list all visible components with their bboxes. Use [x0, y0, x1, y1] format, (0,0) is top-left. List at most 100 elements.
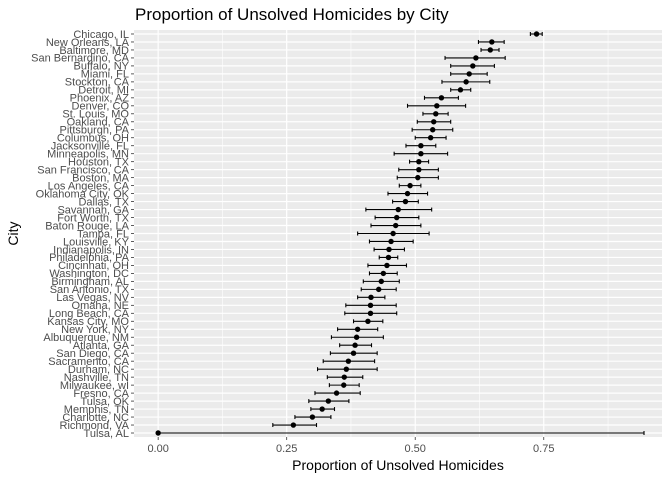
y-tick-label: Baton Rouge, LA [45, 220, 129, 232]
y-tick-label: Memphis, TN [64, 404, 129, 416]
data-point [489, 39, 495, 45]
data-point [394, 214, 400, 221]
y-tick-label: Philadelphia, PA [49, 252, 130, 264]
y-tick-label: Chicago, IL [73, 29, 129, 41]
data-point [463, 79, 469, 85]
x-axis-ticks: 0.00 0.25 0.50 0.75 [147, 437, 554, 455]
data-point [390, 230, 396, 237]
data-point [433, 111, 439, 117]
data-point [430, 127, 436, 133]
y-tick-label: Miami, FL [81, 69, 129, 81]
data-point [333, 390, 340, 396]
y-tick-label: Atlanta, GA [73, 340, 130, 352]
data-point [392, 222, 399, 229]
y-tick-label: Fresno, CA [73, 388, 129, 400]
y-tick-label: Jacksonville, FL [51, 141, 129, 153]
data-point [354, 326, 361, 332]
y-tick-label: Tampa, FL [77, 228, 129, 240]
y-tick-label: Kansas City, MO [47, 316, 129, 328]
data-point [385, 254, 392, 261]
y-axis-title: City [5, 221, 21, 245]
y-tick-label: Cincinnati, OH [58, 260, 129, 272]
data-point [345, 358, 352, 364]
y-tick-label: Minneapolis, MN [47, 148, 129, 160]
data-point [341, 374, 347, 380]
y-tick-label: San Francisco, CA [37, 164, 129, 176]
data-point [367, 310, 374, 317]
y-tick-label: Phoenix, AZ [70, 93, 130, 105]
y-tick-label: Las Vegas, NV [56, 292, 129, 304]
y-tick-label: Richmond, VA [60, 420, 130, 432]
y-tick-label: Oklahoma City, OK [36, 188, 130, 200]
data-point [290, 422, 297, 428]
y-tick-label: Detroit, MI [78, 85, 129, 97]
y-tick-label: Baltimore, MD [59, 45, 129, 57]
y-tick-label: New Orleans, LA [46, 37, 130, 49]
y-tick-label: Washington, DC [49, 268, 129, 280]
y-tick-label: San Antonio, TX [50, 284, 130, 296]
data-point [466, 71, 472, 77]
y-tick-label: Long Beach, CA [49, 308, 130, 320]
data-point [367, 302, 374, 309]
data-point [473, 55, 479, 61]
y-tick-label: St. Louis, MO [62, 109, 129, 121]
data-point [407, 182, 413, 189]
data-point [380, 270, 387, 277]
data-point [386, 246, 392, 253]
y-tick-label: Milwaukee, wI [60, 380, 129, 392]
y-tick-label: Buffalo, NY [74, 61, 130, 73]
y-tick-label: Indianapolis, IN [53, 244, 129, 256]
data-point [457, 87, 464, 93]
y-tick-label: Columbus, OH [57, 133, 129, 145]
grid-major [134, 30, 662, 437]
data-point [384, 262, 390, 269]
x-tick-label: 0.75 [533, 443, 554, 455]
y-tick-label: Sacramento, CA [48, 356, 129, 368]
data-point [533, 31, 540, 37]
y-tick-label: Durham, NC [68, 364, 129, 376]
y-tick-label: Fort Worth, TX [57, 212, 129, 224]
y-tick-label: Denver, CO [72, 101, 130, 113]
data-point [418, 143, 424, 149]
data-point [365, 318, 371, 324]
y-tick-label: New York, NY [61, 324, 130, 336]
data-point [402, 198, 409, 205]
y-tick-label: Savannah, GA [57, 204, 129, 216]
y-tick-label: Albuquerque, NM [43, 332, 129, 344]
x-axis-title: Proportion of Unsolved Homicides [292, 457, 504, 473]
data-point [431, 119, 437, 125]
data-point [341, 382, 347, 388]
y-tick-label: Birmingham, AL [51, 276, 129, 288]
data-point [415, 174, 421, 181]
data-point [470, 63, 476, 69]
data-point [155, 430, 161, 436]
data-point [487, 47, 493, 53]
data-point [388, 238, 394, 245]
data-points [155, 31, 540, 436]
data-point [350, 350, 357, 356]
data-point [353, 334, 360, 340]
data-point [395, 206, 401, 213]
data-point [418, 150, 424, 157]
y-tick-label: Nashville, TN [64, 372, 129, 384]
data-point [404, 190, 411, 197]
y-tick-label: San Bernardino, CA [31, 53, 129, 65]
y-tick-label: Houston, TX [68, 156, 130, 168]
data-point [438, 95, 445, 101]
y-tick-label: Dallas, TX [78, 196, 129, 208]
data-point [325, 398, 332, 404]
y-tick-label: Tulsa, AL [84, 428, 129, 440]
data-point [416, 166, 422, 173]
x-tick-label: 0.00 [147, 443, 168, 455]
y-tick-label: Charlotte, NC [62, 412, 129, 424]
data-point [368, 294, 374, 301]
data-point [427, 135, 434, 141]
data-point [343, 366, 350, 372]
x-tick-label: 0.50 [405, 443, 426, 455]
data-point [416, 158, 422, 165]
y-tick-label: Oakland, CA [67, 117, 130, 129]
y-tick-label: Omaha, NE [72, 300, 129, 312]
